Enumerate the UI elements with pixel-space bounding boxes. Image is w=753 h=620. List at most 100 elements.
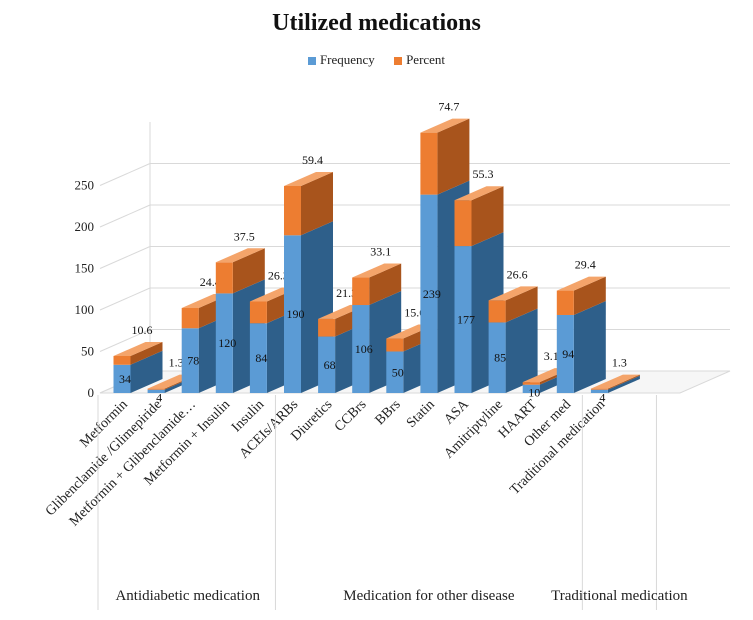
bar-frequency (386, 351, 404, 393)
bar-frequency (318, 336, 336, 393)
x-tick-label: Metformin + Glibenclamide… (67, 397, 199, 529)
data-label-frequency: 239 (423, 287, 441, 301)
data-label-frequency: 34 (119, 372, 131, 386)
x-tick-label: CCBrs (332, 397, 370, 435)
data-label-percent: 3.1 (544, 349, 559, 363)
bar-percent (181, 308, 199, 329)
bar-percent (454, 200, 472, 247)
x-tick-label: Statin (404, 397, 438, 431)
data-label-frequency: 68 (324, 358, 336, 372)
bar-top (556, 276, 606, 291)
bar-frequency-side (130, 350, 163, 393)
bar-percent-side (573, 276, 606, 315)
data-label-percent: 33.1 (370, 245, 391, 259)
group-label: Traditional medication (551, 588, 688, 604)
bar-top (113, 341, 163, 356)
data-label-frequency: 50 (392, 365, 404, 379)
data-label-frequency: 85 (494, 351, 506, 365)
bar-frequency (113, 364, 131, 393)
group-label: Medication for other disease (343, 588, 515, 604)
bar-top (215, 248, 265, 263)
bar-frequency (284, 235, 301, 393)
gridline-side (99, 163, 151, 186)
gridline-side (99, 246, 151, 269)
data-label-frequency: 10 (528, 386, 540, 400)
bar-percent (386, 338, 404, 352)
bar-frequency (249, 323, 267, 393)
bar-frequency (147, 389, 165, 393)
bar-top (420, 118, 470, 133)
bar-frequency-side (607, 375, 640, 393)
bar-percent (284, 185, 301, 236)
bar-percent (352, 277, 370, 306)
x-tick-label: BBrs (373, 397, 404, 428)
legend-swatch-frequency (307, 57, 316, 66)
legend-swatch-percent (394, 57, 403, 66)
gridline-side (99, 287, 151, 311)
bar-frequency-side (505, 308, 538, 393)
bar-top (454, 186, 504, 201)
bar-percent-side (437, 118, 470, 195)
data-label-frequency: 190 (287, 307, 305, 321)
gridline-side (99, 329, 151, 352)
data-label-percent: 74.7 (438, 100, 459, 114)
bar-frequency (522, 384, 540, 393)
data-label-frequency: 4 (156, 391, 162, 405)
bar-percent (590, 388, 608, 390)
bar-top (590, 374, 640, 389)
legend-item-frequency: Frequency (307, 52, 375, 68)
data-label-percent: 10.6 (132, 323, 153, 337)
bar-percent (488, 300, 506, 323)
data-label-percent: 59.4 (302, 153, 323, 167)
data-label-frequency: 177 (457, 313, 475, 327)
bar-frequency (420, 194, 438, 393)
y-tick-label: 100 (75, 302, 95, 317)
legend-item-percent: Percent (394, 52, 445, 68)
data-label-percent: 15.6 (404, 306, 425, 320)
bar-percent-side (471, 186, 504, 247)
chart-title: Utilized medications (272, 10, 481, 36)
bar-percent (522, 382, 540, 385)
bar-percent-side (232, 248, 265, 294)
bar-frequency-side (573, 300, 606, 393)
data-label-percent: 29.4 (575, 258, 596, 272)
bar-percent (113, 355, 131, 365)
y-tick-label: 50 (81, 344, 94, 359)
bar-percent-side (301, 171, 333, 236)
data-label-percent: 1.3 (169, 356, 184, 370)
bar-frequency (556, 314, 574, 393)
bar-frequency (215, 293, 233, 393)
data-label-percent: 24.4 (200, 275, 221, 289)
bar-percent (215, 262, 233, 294)
bar-top (352, 263, 402, 278)
data-label-percent: 26.6 (507, 267, 528, 281)
data-label-frequency: 94 (562, 347, 574, 361)
data-label-frequency: 120 (218, 336, 236, 350)
bar-top (284, 171, 333, 186)
group-label: Antidiabetic medication (115, 588, 260, 604)
bar-frequency (454, 246, 472, 393)
bar-top (488, 286, 538, 301)
bar-frequency (181, 328, 199, 393)
legend-label-frequency: Frequency (319, 52, 375, 67)
data-label-frequency: 106 (355, 342, 373, 356)
bar-percent-side (505, 286, 538, 323)
gridline-side (99, 204, 151, 228)
legend: Frequency Percent (0, 52, 753, 68)
y-tick-label: 150 (75, 261, 95, 276)
bar-frequency (488, 322, 506, 393)
legend-label-percent: Percent (406, 52, 446, 67)
bar-percent-side (607, 374, 640, 390)
data-label-percent: 26.3 (268, 268, 289, 282)
y-tick-label: 200 (75, 219, 95, 234)
x-tick-label: ASA (441, 397, 472, 428)
bar-percent (147, 388, 165, 390)
bar-percent (318, 318, 336, 337)
data-label-frequency: 84 (255, 351, 267, 365)
data-label-percent: 37.5 (234, 229, 255, 243)
bar-percent (249, 301, 267, 324)
y-tick-label: 250 (75, 178, 95, 193)
bar-frequency (590, 389, 608, 393)
